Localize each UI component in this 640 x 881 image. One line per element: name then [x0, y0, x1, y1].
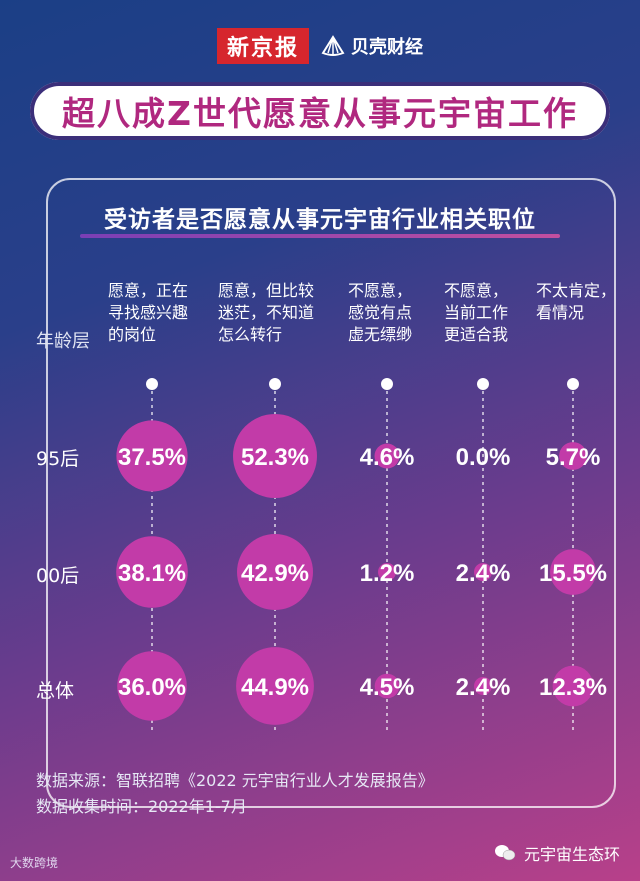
value-bubble: [378, 563, 396, 581]
value-label: 4.5%: [360, 674, 415, 701]
value-bubble: [116, 536, 188, 608]
value-bubble: [116, 420, 188, 492]
column-marker-dot: [146, 378, 158, 390]
wechat-icon: [494, 845, 516, 861]
value-label: 12.3%: [539, 674, 607, 701]
value-bubble: [237, 534, 313, 610]
collection-time-note: 数据收集时间：2022年1-7月: [36, 797, 247, 816]
watermark-left-text: 大数跨境: [10, 856, 59, 870]
value-bubble: [474, 677, 492, 695]
value-bubble: [374, 443, 400, 469]
value-label: 2.4%: [456, 674, 511, 701]
value-bubble: [117, 651, 187, 721]
column-marker-dot: [269, 378, 281, 390]
headline: 超八成Z世代愿意从事元宇宙工作: [62, 94, 578, 133]
value-label: 42.9%: [241, 560, 309, 587]
beike-logo-text: 贝壳财经: [351, 37, 423, 58]
column-marker-dot: [381, 378, 393, 390]
title-underline: [80, 234, 560, 238]
value-label: 1.2%: [360, 560, 415, 587]
column-header: 不愿意， 当前工作 更适合我: [444, 281, 509, 344]
newspaper-logo: 新京报: [216, 28, 309, 64]
value-label: 0.0%: [456, 444, 511, 471]
chart-title: 受访者是否愿意从事元宇宙行业相关职位: [104, 207, 536, 233]
value-bubble: [559, 442, 587, 470]
brand-bar: 新京报 贝壳财经: [0, 28, 640, 64]
value-label: 4.6%: [360, 444, 415, 471]
value-bubble: [374, 673, 400, 699]
watermark-right-text: 元宇宙生态环: [523, 845, 620, 864]
value-label: 52.3%: [241, 444, 309, 471]
value-bubble: [550, 549, 596, 595]
row-header-label: 年龄层: [36, 331, 90, 352]
value-label: 36.0%: [118, 674, 186, 701]
row-label: 总体: [36, 680, 75, 702]
watermark-right: 元宇宙生态环: [494, 841, 620, 865]
column-header: 愿意，但比较 迷茫，不知道 怎么转行: [218, 281, 315, 344]
value-label: 38.1%: [118, 560, 186, 587]
value-label: 5.7%: [546, 444, 601, 471]
row-label: 00后: [36, 565, 80, 587]
shell-icon: [321, 35, 345, 56]
column-marker-dot: [477, 378, 489, 390]
chart-panel: [46, 178, 616, 808]
value-label: 44.9%: [241, 674, 309, 701]
watermark-left: 大数跨境: [10, 854, 58, 871]
value-bubble: [236, 647, 314, 725]
beike-logo: 贝壳财经: [321, 33, 423, 59]
value-label: 37.5%: [118, 444, 186, 471]
headline-pill: 超八成Z世代愿意从事元宇宙工作: [30, 82, 610, 140]
column-header: 不愿意， 感觉有点 虚无缥缈: [348, 281, 413, 344]
column-marker-dot: [567, 378, 579, 390]
value-bubble: [233, 414, 317, 498]
row-label: 95后: [36, 448, 80, 470]
value-bubble: [474, 563, 492, 581]
source-note: 数据来源：智联招聘《2022 元宇宙行业人才发展报告》: [36, 771, 434, 790]
column-header: 愿意，正在 寻找感兴趣 的岗位: [108, 281, 189, 344]
value-label: 15.5%: [539, 560, 607, 587]
value-label: 2.4%: [456, 560, 511, 587]
column-header: 不太肯定， 看情况: [536, 281, 617, 322]
value-bubble: [552, 665, 594, 707]
